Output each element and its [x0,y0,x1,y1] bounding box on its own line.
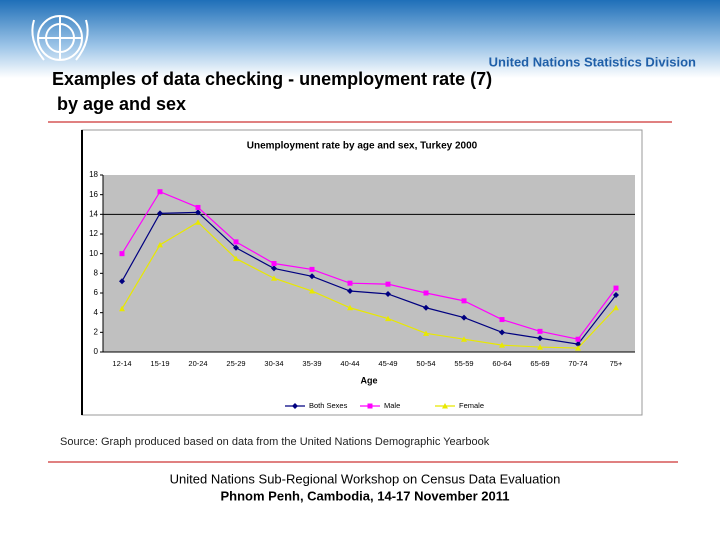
legend-label: Male [384,401,400,410]
data-point [309,288,315,294]
data-point [195,209,201,216]
y-tick-label: 18 [89,170,98,179]
y-tick-label: 16 [89,190,98,199]
data-point [271,261,277,266]
data-point [575,345,581,351]
data-point [613,291,619,298]
x-tick-label: 20-24 [188,359,207,368]
legend-label: Female [459,401,484,410]
series-line [121,221,617,349]
data-point [233,239,239,245]
data-point [157,189,163,195]
data-point [537,335,543,342]
x-tick-label: 55-59 [454,359,473,368]
data-point [575,336,581,342]
y-tick-label: 8 [94,268,99,277]
footer: United Nations Sub-Regional Workshop on … [170,471,561,486]
y-tick-label: 12 [89,229,98,238]
source-note: Source: Graph produced based on data fro… [60,436,490,448]
data-point [499,342,505,348]
data-point [461,298,467,304]
data-point [385,290,391,297]
y-tick-label: 4 [94,308,99,317]
data-point [385,281,391,287]
x-tick-label: 25-29 [226,359,245,368]
data-point [385,315,391,322]
data-point [613,285,619,291]
x-tick-label: 75+ [610,359,623,368]
data-point [347,304,353,311]
footer: Phnom Penh, Cambodia, 14-17 November 201… [221,488,510,503]
data-point [309,273,315,280]
y-tick-label: 2 [94,327,99,336]
data-point [499,329,505,336]
data-point [537,328,543,334]
data-point [423,304,429,311]
slide-title: by age and sex [57,94,186,114]
chart-title: Unemployment rate by age and sex, Turkey… [247,141,478,152]
x-tick-label: 30-34 [264,359,283,368]
x-tick-label: 15-19 [150,359,169,368]
data-point [157,241,163,248]
y-tick-label: 10 [89,249,98,258]
x-tick-label: 65-69 [530,359,549,368]
x-tick-label: 50-54 [416,359,435,368]
data-point [233,255,239,262]
y-tick-label: 14 [89,209,98,218]
data-point [499,317,505,323]
data-point [271,265,277,272]
legend-label: Both Sexes [309,401,348,410]
x-tick-label: 70-74 [568,359,587,368]
legend-marker [442,403,448,409]
data-point [423,330,429,336]
data-point [613,304,619,311]
x-tick-label: 60-64 [492,359,511,368]
data-point [347,280,353,286]
y-tick-label: 6 [94,288,99,297]
data-point [119,305,125,312]
legend-marker [292,403,298,409]
data-point [461,314,467,321]
y-tick-label: 0 [94,347,99,356]
data-point [157,210,163,217]
data-point [423,290,429,296]
data-point [461,336,467,342]
x-tick-label: 12-14 [112,359,131,368]
division-name: United Nations Statistics Division [489,54,696,69]
data-point [195,219,201,225]
data-point [195,204,201,210]
data-point [119,278,125,285]
un-logo [31,15,89,61]
series-line [121,211,617,345]
data-point [271,275,277,281]
data-point [119,251,125,257]
series-line [121,190,617,340]
data-point [347,288,353,295]
data-point [309,266,315,272]
data-point [233,244,239,251]
header-band [0,0,720,78]
x-tick-label: 45-49 [378,359,397,368]
data-point [537,344,543,350]
x-axis-label: Age [360,375,377,385]
slide-title: Examples of data checking - unemployment… [52,69,492,89]
x-tick-label: 40-44 [340,359,359,368]
x-tick-label: 35-39 [302,359,321,368]
legend-marker [367,403,373,409]
